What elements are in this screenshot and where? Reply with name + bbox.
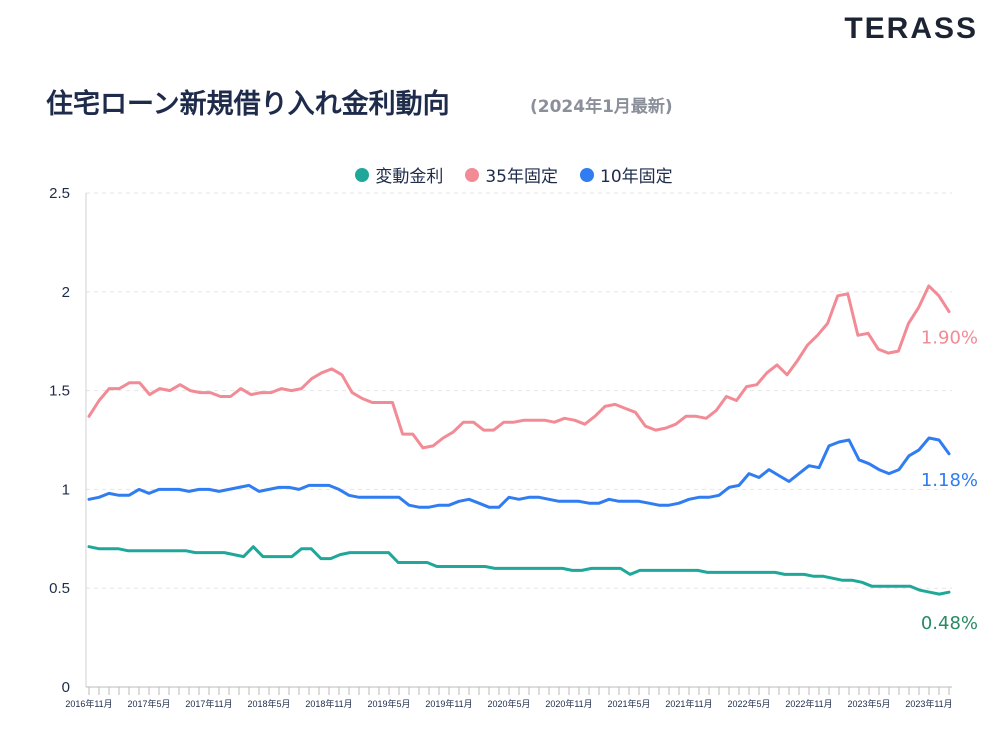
x-tick-label: 2023年11月 [905,698,952,709]
x-tick-label: 2021年5月 [607,698,650,709]
x-tick-label: 2021年11月 [665,698,712,709]
legend-item-variable: 変動金利 [355,162,443,187]
chart-legend: 変動金利 35年固定 10年固定 [0,162,1008,187]
x-tick-label: 2022年11月 [785,698,832,709]
legend-label-35yr: 35年固定 [485,167,558,187]
x-tick-label: 2017年5月 [127,698,170,709]
legend-item-10yr: 10年固定 [580,162,673,187]
x-tick-label: 2020年11月 [545,698,592,709]
y-tick-label: 2.5 [49,185,70,202]
x-tick-label: 2018年11月 [305,698,352,709]
x-tick-label: 2017年11月 [185,698,232,709]
x-tick-label: 2019年11月 [425,698,472,709]
x-tick-label: 2022年5月 [727,698,770,709]
legend-dot-10yr [580,167,594,182]
legend-label-10yr: 10年固定 [600,167,673,187]
brand-logo: TERASS [844,12,978,45]
y-tick-label: 2 [62,284,70,301]
x-tick-label: 2019年5月 [367,698,410,709]
y-tick-label: 0.5 [49,580,70,597]
end-value-label-1: 1.90% [921,328,978,349]
end-value-label-0: 0.48% [921,613,978,634]
x-tick-label: 2020年5月 [487,698,530,709]
x-tick-label: 2016年11月 [65,698,112,709]
end-value-label-2: 1.18% [921,470,978,491]
y-tick-label: 1 [62,481,70,498]
series-line-2 [87,436,951,509]
legend-label-variable: 変動金利 [375,167,444,187]
y-tick-label: 1.5 [49,383,70,400]
series-line-1 [87,284,951,450]
legend-dot-variable [355,167,370,182]
page-subtitle: (2024年1月最新) [530,97,673,117]
series-line-0 [87,545,951,596]
legend-item-35yr: 35年固定 [465,162,558,187]
page-title: 住宅ローン新規借り入れ金利動向 [46,89,450,120]
y-tick-label: 0 [62,679,70,696]
x-tick-label: 2023年5月 [847,698,890,709]
legend-dot-35yr [465,167,480,182]
x-tick-label: 2018年5月 [247,698,290,709]
